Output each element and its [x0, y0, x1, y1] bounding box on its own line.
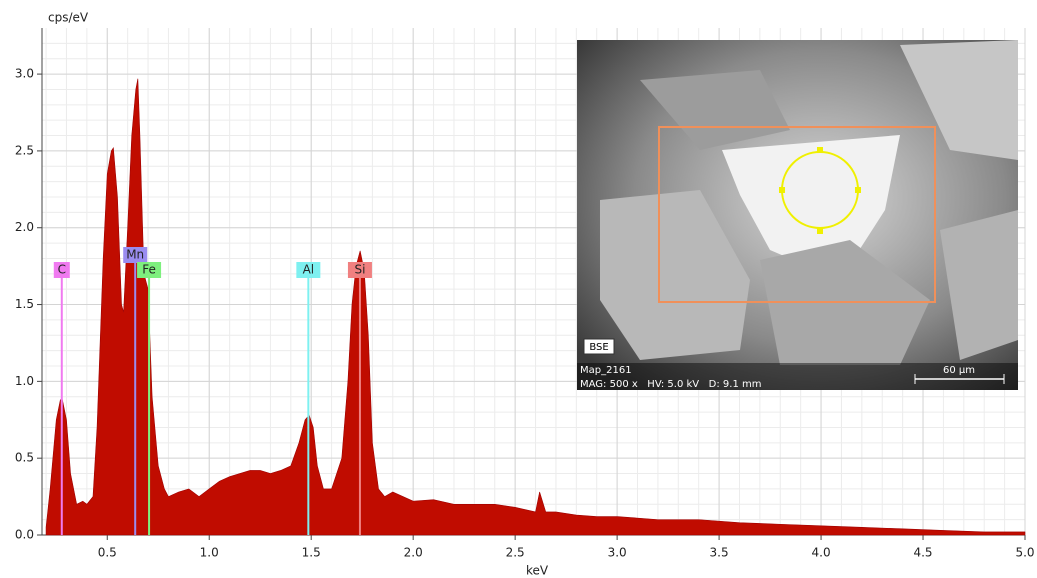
x-tick-label: 2.5	[506, 546, 525, 560]
detector: BSE	[589, 342, 608, 353]
x-tick-label: 3.0	[608, 546, 627, 560]
particle	[722, 135, 900, 280]
x-tick-label: 4.0	[812, 546, 831, 560]
y-tick-label: 2.5	[15, 143, 34, 157]
x-axis-label: keV	[526, 564, 549, 578]
x-tick-label: 2.0	[404, 546, 423, 560]
x-tick-label: 4.5	[913, 546, 932, 560]
x-tick-label: 1.0	[200, 546, 219, 560]
spectrum	[45, 78, 1026, 536]
handle	[817, 228, 823, 234]
particle	[600, 190, 750, 360]
y-tick-label: 1.5	[15, 297, 34, 311]
sem-image: BSE Map_2161 MAG: 500 x HV: 5.0 kV D: 9.…	[577, 40, 1018, 390]
map-name: Map_2161	[580, 365, 632, 376]
element-label: Si	[354, 263, 365, 277]
element-label: Fe	[142, 263, 156, 277]
handle	[779, 187, 785, 193]
handle	[817, 147, 823, 153]
info-bar	[577, 363, 1018, 390]
element-label: C	[58, 263, 66, 277]
particle	[940, 210, 1018, 360]
y-tick-label: 1.0	[15, 374, 34, 388]
element-label-box	[53, 262, 70, 278]
y-axis-label: cps/eV	[48, 11, 89, 25]
x-tick-label: 3.5	[710, 546, 729, 560]
element-label-box	[347, 262, 372, 278]
element-label-box	[296, 262, 321, 278]
element-label-box	[137, 262, 162, 278]
y-tick-label: 2.0	[15, 220, 34, 234]
element-label: Mn	[126, 248, 144, 262]
y-tick-label: 0.5	[15, 451, 34, 465]
x-tick-label: 0.5	[98, 546, 117, 560]
scale-label: 60 µm	[943, 365, 975, 376]
particle	[640, 70, 790, 150]
y-tick-label: 3.0	[15, 67, 34, 81]
element-label: Al	[303, 263, 315, 277]
scan-region	[658, 126, 936, 303]
acquisition-info: MAG: 500 x HV: 5.0 kV D: 9.1 mm	[580, 379, 761, 390]
element-label-box	[123, 247, 148, 263]
detector-box	[583, 338, 615, 355]
handle	[855, 187, 861, 193]
y-tick-label: 0.0	[15, 528, 34, 542]
x-tick-label: 1.5	[302, 546, 321, 560]
particle	[900, 40, 1018, 160]
x-tick-label: 5.0	[1015, 546, 1034, 560]
